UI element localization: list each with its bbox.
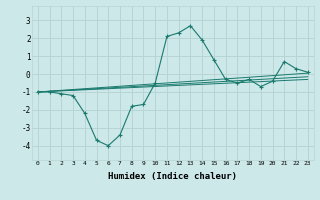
X-axis label: Humidex (Indice chaleur): Humidex (Indice chaleur) xyxy=(108,172,237,181)
